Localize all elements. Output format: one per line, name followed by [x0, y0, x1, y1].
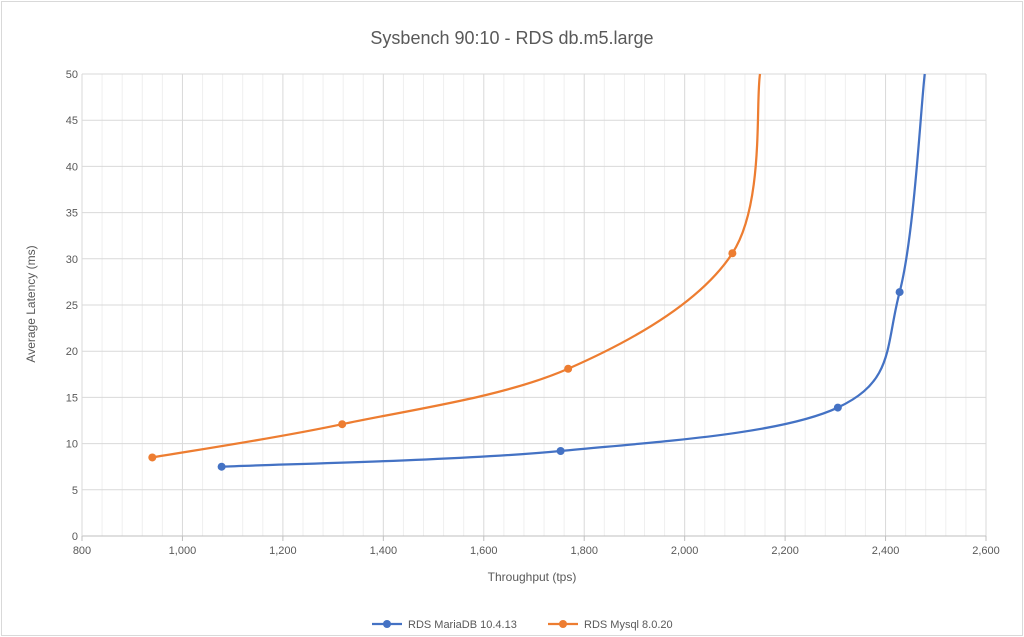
y-tick-label: 35: [66, 208, 78, 220]
major-grid: [81, 73, 987, 537]
x-tick-label: 2,600: [972, 545, 1000, 557]
x-tick-label: 800: [73, 545, 91, 557]
data-point: [895, 288, 904, 297]
data-point: [833, 403, 842, 412]
legend: RDS MariaDB 10.4.13 RDS Mysql 8.0.20: [372, 619, 673, 631]
y-tick-label: 45: [66, 115, 78, 127]
x-tick-label: 1,000: [169, 545, 197, 557]
x-tick-label: 1,200: [269, 545, 297, 557]
data-point: [338, 420, 347, 429]
series-line: [221, 73, 926, 468]
series-line: [152, 73, 762, 459]
plot-border: [81, 74, 986, 537]
data-point: [728, 249, 737, 258]
legend-marker: [383, 620, 391, 628]
series-mysql: [148, 73, 762, 462]
x-axis-label: Throughput (tps): [488, 570, 577, 584]
x-tick-label: 1,600: [470, 545, 498, 557]
x-tick-label: 2,200: [771, 545, 799, 557]
y-tick-label: 25: [66, 300, 78, 312]
y-tick-label: 50: [66, 69, 78, 81]
x-tick-label: 2,400: [872, 545, 900, 557]
data-point: [217, 462, 226, 471]
data-point: [148, 453, 157, 462]
legend-marker: [559, 620, 567, 628]
series-layer: [148, 73, 926, 471]
x-axis-ticks: 800 1,000 1,200 1,400 1,600 1,800 2,000 2,200 2,…: [73, 536, 1000, 557]
x-tick-label: 1,400: [370, 545, 398, 557]
x-tick-label: 1,800: [570, 545, 598, 557]
legend-label: RDS Mysql 8.0.20: [584, 619, 673, 631]
y-tick-label: 0: [72, 531, 78, 543]
y-tick-label: 5: [72, 485, 78, 497]
legend-label: RDS MariaDB 10.4.13: [408, 619, 517, 631]
legend-item: RDS Mysql 8.0.20: [548, 619, 673, 631]
data-point: [564, 364, 573, 373]
y-tick-label: 30: [66, 254, 78, 266]
legend-item: RDS MariaDB 10.4.13: [372, 619, 517, 631]
y-axis-label: Average Latency (ms): [24, 245, 38, 362]
series-mariadb: [217, 73, 926, 471]
y-tick-label: 20: [66, 346, 78, 358]
y-tick-label: 40: [66, 161, 78, 173]
chart-title: Sysbench 90:10 - RDS db.m5.large: [370, 28, 653, 48]
y-axis-ticks: 0 5 10 15 20 25 30 35 40 45 50: [66, 69, 78, 543]
data-point: [556, 446, 565, 455]
y-tick-label: 15: [66, 392, 78, 404]
x-tick-label: 2,000: [671, 545, 699, 557]
y-tick-label: 10: [66, 439, 78, 451]
